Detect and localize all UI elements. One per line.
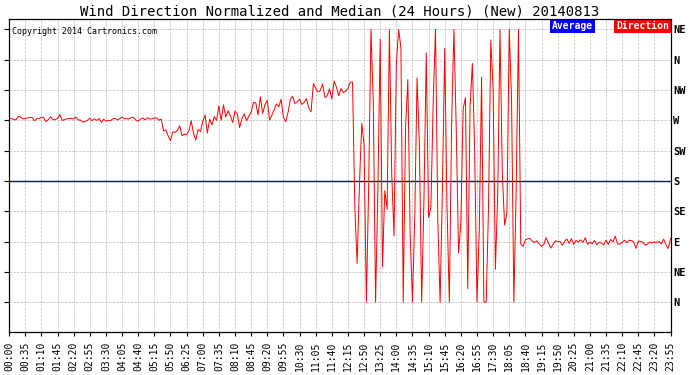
Title: Wind Direction Normalized and Median (24 Hours) (New) 20140813: Wind Direction Normalized and Median (24… bbox=[80, 4, 600, 18]
Text: Average: Average bbox=[552, 21, 593, 31]
Text: Copyright 2014 Cartronics.com: Copyright 2014 Cartronics.com bbox=[12, 27, 157, 36]
Text: Direction: Direction bbox=[616, 21, 669, 31]
